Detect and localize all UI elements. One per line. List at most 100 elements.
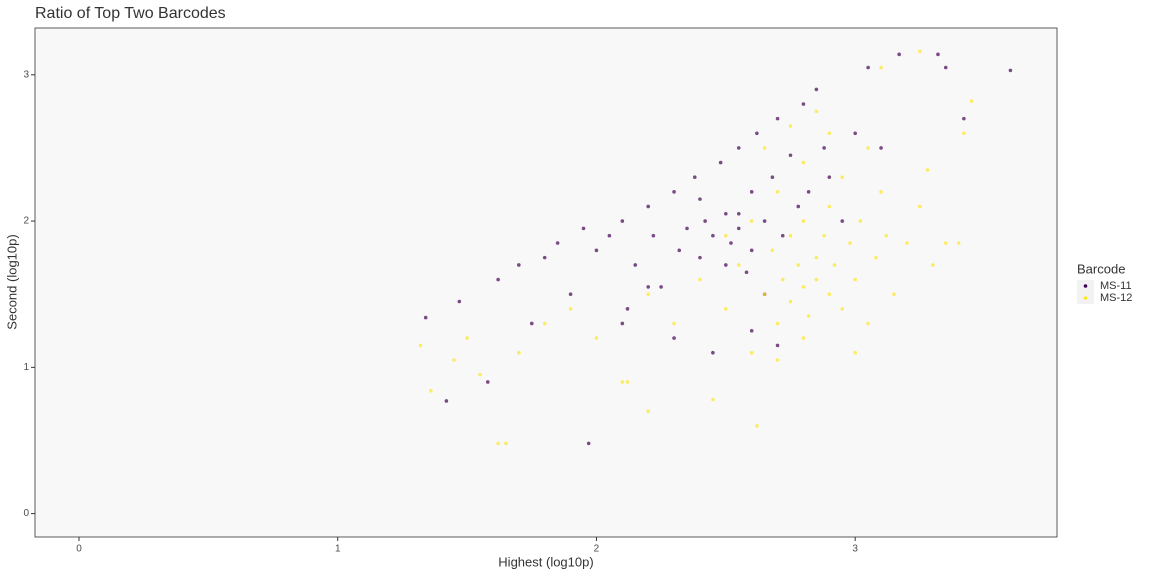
point [555, 241, 560, 245]
point [749, 248, 754, 253]
point [866, 65, 870, 70]
x-tick-label: 2 [594, 544, 600, 555]
point [918, 204, 922, 209]
point [651, 233, 656, 238]
point [465, 336, 469, 340]
point [762, 146, 767, 150]
point [620, 321, 625, 326]
point [620, 380, 625, 384]
point [866, 321, 870, 326]
point [801, 160, 806, 165]
point [788, 153, 793, 158]
point [936, 52, 940, 57]
point [969, 99, 974, 103]
point [736, 146, 741, 150]
point [718, 160, 723, 165]
point [801, 285, 806, 289]
x-tick-label: 3 [852, 544, 858, 555]
point [485, 380, 490, 384]
point [848, 241, 852, 245]
point [925, 168, 930, 172]
point [698, 255, 702, 260]
point [956, 241, 961, 245]
point [672, 336, 676, 340]
point [840, 219, 845, 223]
point [724, 307, 728, 311]
point [755, 424, 759, 428]
point [918, 49, 922, 54]
point [762, 219, 767, 223]
point [884, 233, 889, 238]
point [762, 292, 767, 297]
point [749, 328, 754, 333]
point [685, 226, 689, 231]
y-tick-label: 1 [23, 362, 29, 373]
point [840, 175, 845, 179]
point [646, 204, 650, 209]
point [796, 204, 801, 209]
point [879, 65, 883, 70]
point [755, 131, 759, 136]
point [931, 263, 935, 267]
point [775, 358, 780, 362]
point [692, 175, 697, 179]
point [775, 343, 780, 348]
point [827, 292, 832, 297]
point [801, 336, 806, 340]
point [594, 336, 599, 340]
point [897, 52, 901, 57]
point [646, 292, 650, 297]
point [806, 190, 811, 194]
y-tick-label: 0 [23, 508, 29, 519]
point [814, 109, 819, 114]
point [529, 321, 534, 326]
point [866, 146, 870, 150]
point [729, 241, 733, 245]
point [853, 277, 857, 282]
point [788, 124, 793, 128]
y-axis-label: Second (log10p) [4, 234, 19, 329]
point [962, 116, 966, 121]
point [749, 219, 754, 223]
point [827, 204, 832, 209]
point [796, 263, 801, 267]
point [814, 87, 819, 92]
point [607, 233, 612, 238]
point [698, 197, 702, 201]
point [749, 190, 754, 194]
point [724, 211, 728, 216]
legend-label: MS-11 [1100, 280, 1132, 292]
point [827, 131, 832, 136]
point [780, 277, 785, 282]
legend-marker [1083, 284, 1088, 288]
point [788, 299, 793, 304]
point [879, 146, 883, 150]
plot-panel [34, 27, 1058, 538]
point [814, 255, 819, 260]
point [832, 263, 837, 267]
point [418, 343, 423, 348]
point [625, 380, 630, 384]
point [672, 190, 676, 194]
point [822, 233, 826, 238]
point [542, 255, 547, 260]
point [625, 307, 630, 311]
point [711, 233, 715, 238]
point [780, 233, 785, 238]
point [659, 285, 663, 289]
point [943, 241, 948, 245]
point [736, 211, 741, 216]
point [879, 190, 883, 194]
x-tick-label: 1 [335, 544, 341, 555]
point [858, 219, 863, 223]
point [542, 321, 547, 326]
point [672, 321, 676, 326]
y-tick-label: 2 [23, 216, 29, 227]
point [853, 350, 857, 355]
point [703, 219, 707, 223]
point [943, 65, 948, 70]
point [677, 248, 682, 253]
point [429, 388, 433, 393]
point [711, 397, 715, 402]
